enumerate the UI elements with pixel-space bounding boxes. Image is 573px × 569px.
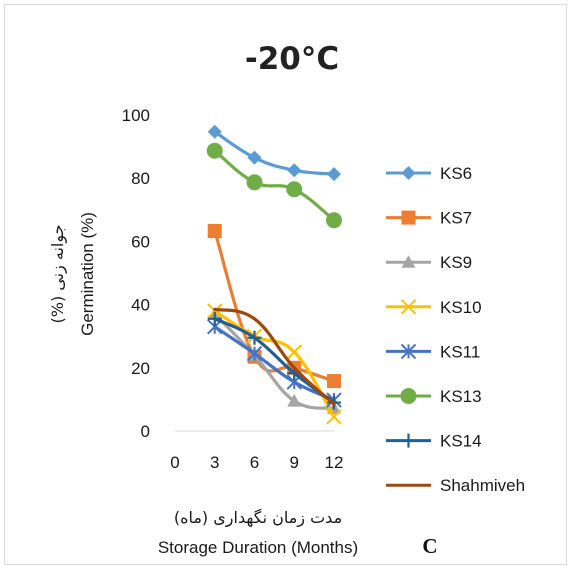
x-tick-label: 9 [290,453,299,472]
x-tick-label: 12 [325,453,344,472]
series-line-shahmiveh [213,307,336,406]
y-axis-title-persian: جوانه زنی (%) [48,224,68,323]
legend-item-ks10: KS10 [386,298,482,317]
data-point-ks10 [286,344,302,360]
data-point-ks11 [246,345,263,362]
legend-item-ks13: KS13 [386,387,482,406]
data-point-ks7 [207,223,222,238]
x-axis-title-persian: مدت زمان نگهداری (ماه) [174,508,342,528]
series-line-ks7 [213,229,336,383]
data-point-ks14 [247,330,262,345]
data-point-ks7 [327,374,341,389]
series-line-ks10 [213,309,336,419]
data-point-ks6 [327,167,341,182]
y-tick-label: 40 [131,296,150,315]
series-ks13 [206,142,342,229]
data-point-ks13 [326,212,342,229]
data-point-ks13 [286,181,303,198]
series-line-ks13 [213,149,336,222]
data-point-ks6 [287,163,302,178]
legend-label-ks13: KS13 [440,387,482,406]
legend-label-ks7: KS7 [440,209,472,228]
series-ks10 [207,303,342,425]
legend-label-ks9: KS9 [440,253,472,272]
chart-title: -20°C [245,41,339,77]
data-point-ks10 [326,409,342,425]
x-tick-label: 6 [250,453,259,472]
legend-label-ks14: KS14 [440,432,482,451]
y-tick-label: 80 [131,169,150,188]
legend-item-ks9: KS9 [386,253,472,272]
legend-label-shahmiveh: Shahmiveh [440,476,525,495]
series-shahmiveh [213,307,336,406]
data-point-ks13 [206,142,223,159]
series-line-ks6 [213,130,336,176]
legend-marker-ks11 [400,343,417,360]
legend-marker-ks9 [401,255,416,268]
legend-label-ks10: KS10 [440,298,482,317]
data-point-ks13 [246,174,263,191]
legend-marker-ks13 [400,388,417,404]
y-tick-label: 100 [122,106,150,125]
legend-marker-ks10 [400,299,417,315]
legend-label-ks11: KS11 [440,342,480,361]
data-point-ks6 [207,124,222,139]
y-tick-label: 0 [141,422,150,441]
data-point-ks9 [287,393,302,407]
data-point-ks14 [207,311,222,326]
series-layer [206,124,342,425]
series-line-ks9 [213,312,336,410]
legend-marker-ks7 [401,210,416,225]
panel-label: C [422,534,437,558]
x-axis-ticks: 0 3 6 9 12 [170,453,343,472]
series-line-ks11 [213,325,336,402]
legend-item-ks14: KS14 [386,432,482,451]
x-axis-title: Storage Duration (Months) [158,538,358,557]
chart-frame [4,4,567,565]
legend-item-ks6: KS6 [386,164,472,183]
legend-item-ks11: KS11 [386,342,480,361]
series-ks7 [207,223,341,389]
legend-item-ks7: KS7 [386,209,472,228]
legend-marker-ks6 [401,166,416,180]
series-ks11 [207,319,342,408]
legend: KS6 KS7 KS9 KS10 KS11 KS13 KS14 Shahmiveh [386,164,525,495]
x-tick-label: 0 [170,453,179,472]
y-tick-label: 20 [131,359,150,378]
y-tick-label: 60 [131,232,150,251]
y-axis-title: Germination (%) [78,212,97,336]
legend-marker-ks14 [401,433,416,448]
y-axis-ticks: 0 20 40 60 80 100 [122,106,150,441]
legend-label-ks6: KS6 [440,164,472,183]
legend-item-shahmiveh: Shahmiveh [386,476,525,495]
x-tick-label: 3 [210,453,219,472]
series-ks6 [207,124,341,182]
data-point-ks6 [247,150,262,165]
